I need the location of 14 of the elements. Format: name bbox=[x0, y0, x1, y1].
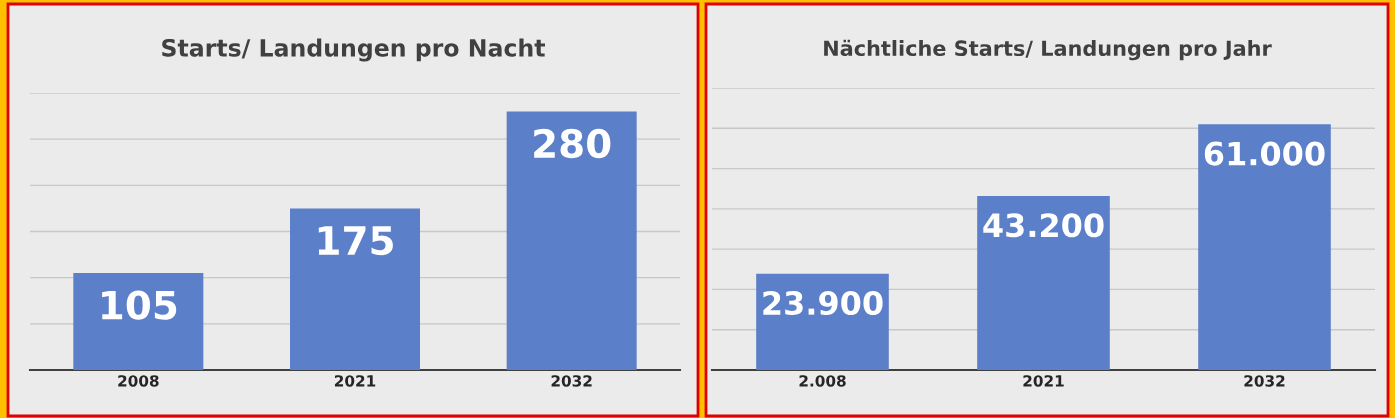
x-tick-label: 2021 bbox=[334, 375, 376, 387]
data-label: 61.000 bbox=[1204, 141, 1325, 166]
chart-title: Nächtliche Starts/ Landungen pro Jahr bbox=[824, 39, 1272, 61]
x-tick-label: 2032 bbox=[551, 375, 592, 387]
data-label: 23.900 bbox=[763, 290, 883, 316]
x-tick-label: 2032 bbox=[1244, 375, 1285, 387]
data-label: 280 bbox=[534, 128, 611, 159]
data-label: 175 bbox=[318, 226, 393, 256]
x-tick-label: 2021 bbox=[1023, 375, 1064, 387]
x-tick-label: 2.008 bbox=[799, 375, 846, 387]
x-tick-label: 2008 bbox=[118, 375, 159, 387]
chart-title: Starts/ Landungen pro Nacht bbox=[162, 38, 545, 62]
data-label: 105 bbox=[102, 290, 177, 320]
data-label: 43.200 bbox=[983, 213, 1104, 238]
